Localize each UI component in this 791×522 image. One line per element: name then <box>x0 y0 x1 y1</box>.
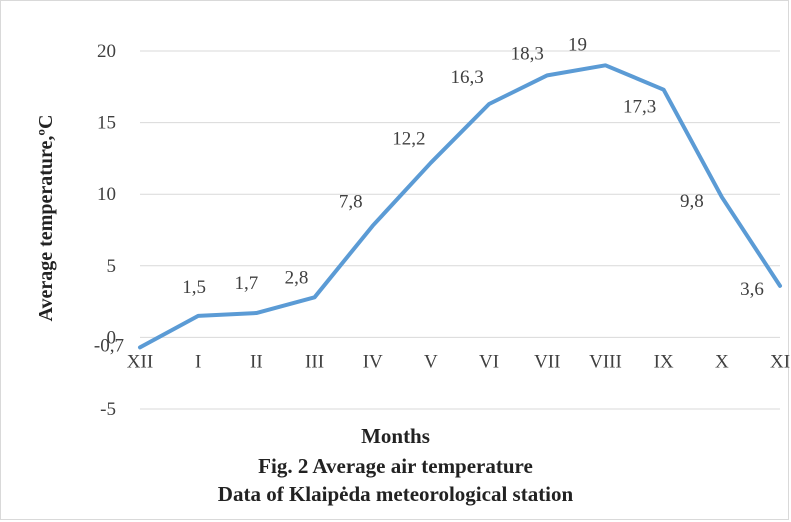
data-label: 9,8 <box>680 191 704 212</box>
data-label: 19 <box>568 34 587 55</box>
figure-title: Fig. 2 Average air temperature <box>258 454 533 478</box>
y-tick-label: 20 <box>97 41 116 62</box>
x-tick-label: XII <box>127 351 153 372</box>
x-tick-label: V <box>424 351 438 372</box>
y-axis-label: Average temperature,ºC <box>35 115 57 322</box>
y-axis-ticks: 20 15 10 5 0 -5 <box>97 41 116 420</box>
x-tick-label: XI <box>770 351 790 372</box>
data-label: -0,7 <box>94 335 124 356</box>
x-axis-ticks: XII I II III IV V VI VII VIII IX X XI <box>127 351 790 372</box>
x-tick-label: III <box>305 351 324 372</box>
data-label: 12,2 <box>392 129 425 150</box>
y-tick-label: 5 <box>107 256 117 277</box>
data-labels: -0,7 1,5 1,7 2,8 7,8 12,2 16,3 18,3 19 17,3 9,8 3,6 <box>94 34 764 356</box>
x-tick-label: I <box>195 351 201 372</box>
x-tick-label: IX <box>654 351 674 372</box>
data-label: 1,5 <box>182 277 206 298</box>
figure-subtitle: Data of Klaipėda meteorological station <box>217 482 574 506</box>
y-tick-label: 15 <box>97 113 116 134</box>
data-label: 16,3 <box>450 67 483 88</box>
data-label: 18,3 <box>511 43 544 64</box>
y-tick-label: 10 <box>97 184 116 205</box>
y-tick-label: 0 <box>107 327 117 348</box>
x-axis-label: Months <box>361 424 430 448</box>
x-tick-label: IV <box>363 351 383 372</box>
gridlines <box>140 50 780 410</box>
data-label: 3,6 <box>740 279 764 300</box>
x-tick-label: VII <box>534 351 560 372</box>
x-tick-label: X <box>715 351 729 372</box>
series-group <box>138 63 782 350</box>
series-line <box>138 63 782 350</box>
x-tick-label: VIII <box>589 351 622 372</box>
x-tick-label: VI <box>479 351 499 372</box>
data-label: 7,8 <box>339 192 363 213</box>
data-label: 2,8 <box>285 267 309 288</box>
data-label: 1,7 <box>234 273 258 294</box>
data-label: 17,3 <box>623 97 656 118</box>
x-tick-label: II <box>250 351 263 372</box>
y-tick-label: -5 <box>100 399 116 420</box>
